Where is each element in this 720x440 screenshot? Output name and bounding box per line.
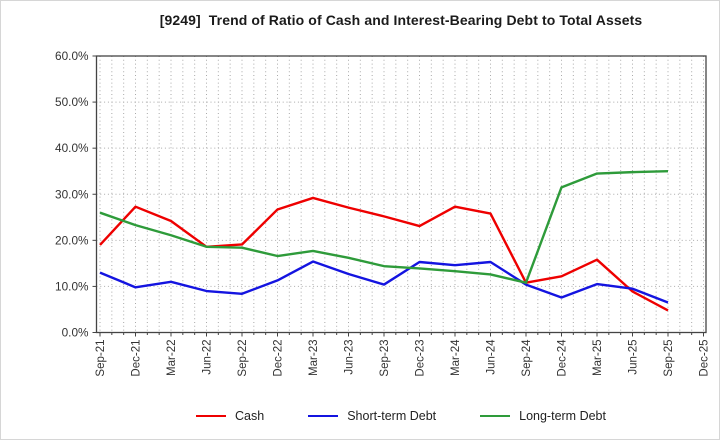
- legend-line-swatch: [196, 415, 227, 417]
- x-tick-label: Dec-22: [273, 340, 285, 377]
- legend-label: Short-term Debt: [347, 408, 437, 423]
- axis-ticks: [92, 55, 704, 337]
- legend-line-swatch: [308, 415, 339, 417]
- x-tick-label: Sep-23: [379, 340, 391, 377]
- x-tick-label: Sep-25: [663, 340, 675, 377]
- x-tick-label: Dec-25: [699, 340, 711, 377]
- x-tick-label: Jun-24: [486, 339, 498, 375]
- y-tick-label: 20.0%: [55, 233, 89, 247]
- y-tick-label: 40.0%: [55, 141, 89, 155]
- x-tick-label: Sep-24: [521, 339, 533, 377]
- x-tick-label: Sep-21: [95, 340, 107, 377]
- x-tick-labels: Sep-21 Dec-21 Mar-22 Jun-22 Sep-22 Dec-22 Mar-…: [95, 339, 711, 377]
- x-tick-label: Dec-21: [131, 340, 143, 377]
- y-tick-label: 50.0%: [55, 95, 89, 109]
- chart-title: [9249] Trend of Ratio of Cash and Intere…: [159, 12, 643, 28]
- x-gridlines: [99, 56, 704, 333]
- x-tick-label: Mar-24: [450, 339, 462, 376]
- legend-label: Long-term Debt: [519, 408, 606, 423]
- x-tick-label: Sep-22: [237, 340, 249, 377]
- legend-item-cash: Cash: [196, 410, 264, 423]
- series-line-cash: [99, 196, 669, 312]
- series-line-short-term-debt: [99, 260, 669, 304]
- y-tick-label: 0.0%: [62, 326, 89, 340]
- x-tick-label: Dec-24: [557, 339, 569, 377]
- series-line-long-term-debt: [99, 170, 669, 284]
- y-gridlines: [96, 101, 706, 287]
- legend-item-long-term-debt: Long-term Debt: [480, 410, 606, 423]
- legend-item-short-term-debt: Short-term Debt: [308, 410, 436, 423]
- y-tick-labels: 0.0% 10.0% 20.0% 30.0% 40.0% 50.0% 60.0%: [55, 49, 89, 340]
- x-tick-label: Mar-25: [592, 340, 604, 376]
- chart-legend: Cash Short-term Debt Long-term Debt: [96, 403, 706, 429]
- y-tick-label: 30.0%: [55, 187, 89, 201]
- plot-border: [95, 55, 707, 334]
- x-tick-label: Mar-23: [308, 340, 320, 376]
- legend-label: Cash: [235, 408, 265, 423]
- legend-line-swatch: [480, 415, 511, 417]
- x-tick-label: Jun-25: [628, 340, 640, 375]
- x-tick-label: Mar-22: [166, 340, 178, 376]
- y-tick-label: 60.0%: [55, 49, 89, 63]
- x-tick-label: Dec-23: [415, 340, 427, 377]
- x-tick-label: Jun-23: [344, 340, 356, 375]
- y-tick-label: 10.0%: [55, 279, 89, 293]
- x-tick-label: Jun-22: [202, 340, 214, 375]
